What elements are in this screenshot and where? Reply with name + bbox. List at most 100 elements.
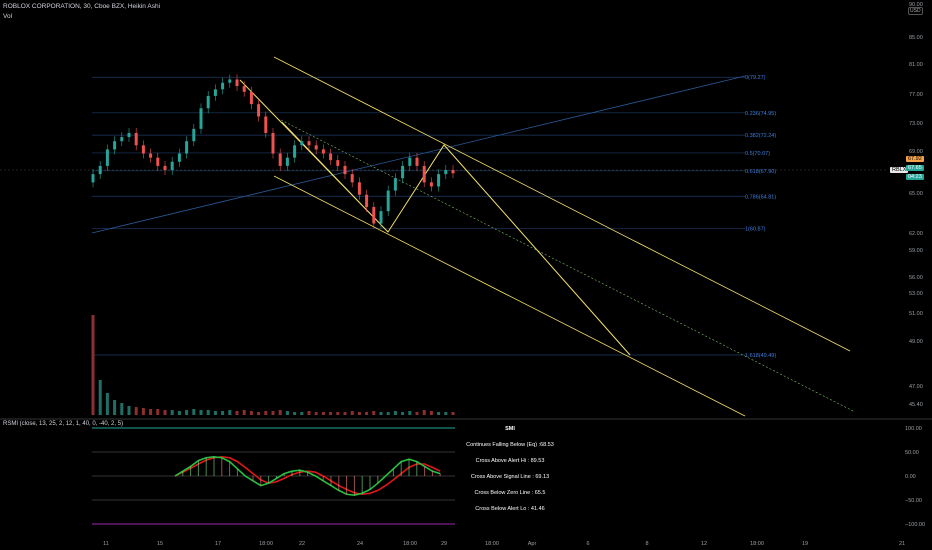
volume-bar: [444, 412, 448, 415]
volume-bar: [249, 411, 253, 415]
smi-row: Cross Below Alert Lo : 41.46: [475, 506, 545, 512]
candle-body: [134, 132, 138, 146]
fib-label: 0.786(64.81): [745, 194, 776, 200]
candle-body: [415, 157, 419, 166]
trendline-blue: [91, 75, 746, 234]
currency-badge[interactable]: USD: [908, 7, 923, 15]
time-tick: 12: [701, 541, 707, 547]
candle-body: [336, 160, 340, 166]
price-tick: 47.00: [909, 384, 923, 390]
volume-bar: [177, 411, 181, 415]
rsmi-tick: −100.00: [905, 522, 925, 528]
candle-body: [156, 157, 160, 166]
last-price-tag: 67.65: [906, 165, 924, 171]
candle-body: [141, 145, 145, 154]
candle-body: [386, 190, 390, 212]
price-tick: 59.00: [909, 248, 923, 254]
fib-label: 1(60.87): [745, 227, 766, 233]
volume-bar: [98, 380, 102, 415]
volume-bar: [156, 409, 160, 415]
time-tick: 6: [586, 541, 589, 547]
volume-bar: [386, 412, 390, 415]
volume-bar: [336, 412, 340, 415]
price-tick: 53.00: [909, 291, 923, 297]
time-tick: 19: [802, 541, 808, 547]
rsmi-tick: 100.00: [905, 426, 922, 432]
candle-body: [163, 165, 167, 170]
volume-bar: [91, 315, 95, 415]
volume-bar: [415, 412, 419, 415]
time-tick: 11: [103, 541, 109, 547]
volume-bar: [120, 403, 124, 415]
candle-body: [444, 170, 448, 175]
rsmi-title: RSMI (close, 13, 25, 2, 12, 1, 40, 0, -4…: [3, 421, 124, 427]
volume-label: Vol: [3, 13, 13, 20]
candle-body: [264, 116, 268, 133]
candle-body: [365, 194, 369, 208]
volume-bar: [437, 412, 441, 415]
candle-body: [177, 153, 181, 162]
volume-bars: [91, 315, 455, 415]
candle-body: [249, 91, 253, 105]
price-tick: 56.00: [909, 275, 923, 281]
volume-bar: [365, 412, 369, 415]
volume-bar: [271, 411, 275, 415]
volume-bar: [285, 411, 289, 415]
fib-label: 0.618(67.90): [745, 169, 776, 175]
price-tick: 45.40: [909, 402, 923, 408]
time-tick: 18:00: [485, 541, 499, 547]
volume-bar: [105, 393, 109, 415]
candle-body: [314, 145, 318, 150]
volume-bar: [149, 409, 153, 415]
price-tick: 73.00: [909, 121, 923, 127]
volume-bar: [134, 407, 138, 415]
zigzag-ab: [281, 121, 389, 233]
candle-body: [350, 174, 354, 183]
fib-label: 0.382(72.24): [745, 133, 776, 139]
candle-body: [235, 79, 239, 87]
volume-bar: [422, 410, 426, 415]
volume-bar: [206, 410, 210, 415]
volume-bar: [314, 412, 318, 415]
time-tick: 15: [157, 541, 163, 547]
candle-body: [192, 128, 196, 142]
fib-label: 0(79.27): [745, 75, 766, 81]
smi-row: Cross Above Alert Hi : 89.53: [475, 458, 545, 464]
volume-bar: [242, 410, 246, 415]
candle-body: [321, 149, 325, 154]
volume-bar: [350, 411, 354, 415]
axes: 90.00 85.00 81.00 77.00 73.00 69.00 65.00 62.00…: [103, 2, 925, 547]
rsmi-tick: 50.00: [905, 450, 919, 456]
price-high-tag: 67.92: [906, 156, 924, 162]
volume-bar: [221, 411, 225, 415]
candle-body: [422, 165, 426, 183]
candle-body: [379, 211, 383, 224]
candle-body: [293, 145, 297, 158]
volume-bar: [300, 412, 304, 415]
candle-body: [120, 137, 124, 142]
time-tick: 8: [645, 541, 648, 547]
volume-bar: [408, 411, 412, 415]
candle-body: [285, 157, 289, 166]
smi-row: Cross Below Zero Line : 65.5: [474, 490, 546, 496]
price-tick: 77.00: [909, 92, 923, 98]
candle-body: [228, 79, 232, 83]
candle-body: [199, 108, 203, 129]
candle-body: [393, 178, 397, 191]
volume-bar: [185, 410, 189, 415]
volume-bar: [329, 412, 333, 415]
volume-bar: [257, 412, 261, 415]
candle-body: [451, 170, 455, 174]
volume-bar: [293, 412, 297, 415]
channel-lower: [273, 175, 746, 417]
candle-body: [98, 165, 102, 175]
volume-bar: [141, 408, 145, 415]
timer-tag: 04:23: [906, 174, 924, 180]
price-tick: 51.00: [909, 311, 923, 317]
candle-body: [429, 182, 433, 187]
volume-bar: [213, 411, 217, 415]
volume-bar: [343, 412, 347, 415]
time-tick: 18:00: [259, 541, 273, 547]
channel-drawing: [91, 56, 856, 417]
